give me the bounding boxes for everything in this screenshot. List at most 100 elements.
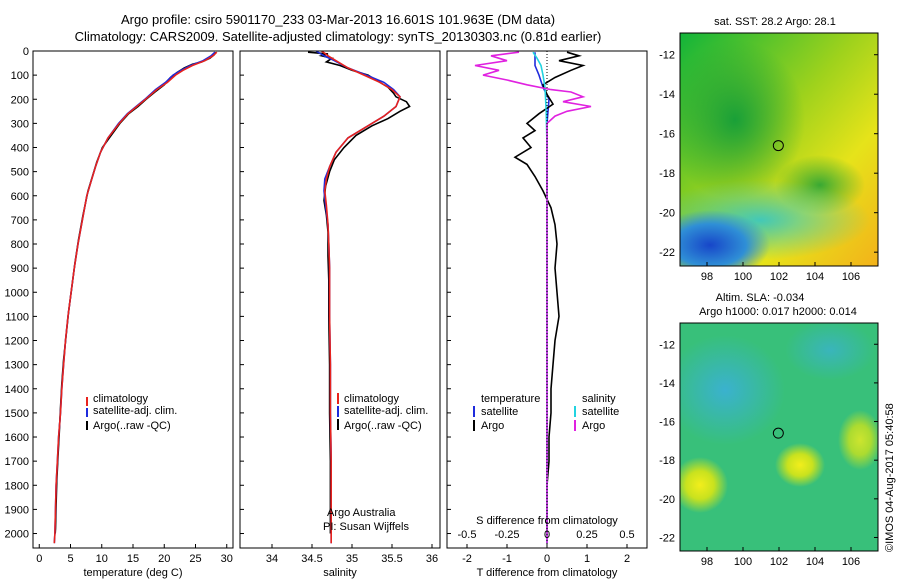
legend-satellite-label: satellite-adj. clim. — [344, 405, 428, 417]
sla-map-title-line1: Altim. SLA: -0.034 — [716, 292, 805, 304]
series-line-climatology — [53, 51, 218, 544]
sst-map-panel: sat. SST: 28.2 Argo: 28.1 98 100 102 104 106… — [659, 16, 879, 283]
map-x-tick-label: 104 — [806, 556, 824, 568]
map-y-tick-label: -14 — [659, 89, 675, 101]
difference-legend: temperature satellite Argo salinity sate… — [473, 393, 619, 432]
depth-axis: 0 100 200 300 400 500 600 700 800 900 1000 1100 1200… — [5, 46, 451, 541]
depth-tick-label: 700 — [11, 215, 29, 227]
imos-timestamp: ©IMOS 04-Aug-2017 05:40:58 — [884, 403, 896, 552]
x-tick-label: -1 — [502, 553, 512, 565]
map-x-tick-label: 106 — [842, 271, 860, 283]
legend-temperature-title: temperature — [481, 393, 540, 405]
legend-argo-label: Argo(..raw -QC) — [344, 420, 422, 432]
legend-climatology-label: climatology — [93, 393, 149, 405]
s-diff-tick-label: 0.5 — [619, 529, 634, 541]
difference-xlabel: T difference from climatology — [477, 567, 618, 579]
sst-map-title: sat. SST: 28.2 Argo: 28.1 — [714, 16, 836, 28]
x-tick-label: 30 — [221, 553, 233, 565]
legend-t-argo-label: Argo — [481, 420, 504, 432]
map-y-tick-label: -18 — [659, 455, 675, 467]
series-line-climatology — [321, 50, 401, 544]
legend-climatology-label: climatology — [344, 393, 400, 405]
depth-tick-label: 300 — [11, 118, 29, 130]
series-line-s-satellite — [532, 51, 548, 544]
series-line-t-argo — [513, 51, 586, 534]
s-diff-tick-label: 0.25 — [576, 529, 597, 541]
depth-tick-label: 1700 — [5, 456, 29, 468]
argo-location-marker — [772, 427, 784, 439]
sla-yellow-region — [775, 443, 825, 487]
s-diff-tick-label: -0.5 — [458, 529, 477, 541]
depth-tick-label: 400 — [11, 143, 29, 155]
depth-tick-label: 100 — [11, 70, 29, 82]
depth-tick-label: 1400 — [5, 384, 29, 396]
s-difference-label: S difference from climatology — [476, 515, 618, 527]
map-y-tick-label: -22 — [659, 247, 675, 259]
sla-cyan-region — [785, 323, 875, 380]
series-line-argo-raw-qc- — [54, 51, 217, 534]
depth-tick-label: 0 — [23, 46, 29, 58]
x-tick-label: 35 — [346, 553, 358, 565]
series-line-s-argo — [474, 51, 592, 544]
x-tick-label: 34 — [266, 553, 278, 565]
depth-tick-label: 1200 — [5, 336, 29, 348]
x-tick-label: 10 — [96, 553, 108, 565]
temperature-panel: 0 5 10 15 20 25 30 temperature (deg C) climato… — [32, 50, 234, 579]
sla-cyan-region — [680, 335, 785, 445]
map-x-tick-label: 102 — [770, 556, 788, 568]
legend-satellite-label: satellite-adj. clim. — [93, 405, 177, 417]
depth-tick-label: 800 — [11, 239, 29, 251]
x-tick-label: 5 — [67, 553, 73, 565]
difference-panel: -2 -1 0 1 2 -0.5 -0.25 0 0.25 0.5 T difference fr… — [446, 50, 648, 579]
map-y-tick-label: -20 — [659, 494, 675, 506]
s-diff-tick-label: -0.25 — [494, 529, 519, 541]
depth-tick-label: 1600 — [5, 432, 29, 444]
depth-tick-label: 1000 — [5, 287, 29, 299]
argo-location-marker — [772, 140, 784, 152]
map-x-tick-label: 106 — [842, 556, 860, 568]
depth-tick-label: 1500 — [5, 408, 29, 420]
map-x-tick-label: 98 — [701, 556, 713, 568]
x-tick-label: 35.5 — [381, 553, 402, 565]
depth-tick-label: 1100 — [5, 311, 29, 323]
series-line-satellite-adj-clim- — [53, 51, 216, 544]
principal-investigator-label: PI: Susan Wijffels — [323, 521, 409, 533]
x-tick-label: 15 — [127, 553, 139, 565]
sla-yellow-region — [680, 457, 728, 513]
x-tick-label: 0 — [544, 553, 550, 565]
depth-tick-label: 600 — [11, 191, 29, 203]
x-tick-label: 34.5 — [301, 553, 322, 565]
depth-tick-label: 500 — [11, 167, 29, 179]
sla-map-title-line2: Argo h1000: 0.017 h2000: 0.014 — [699, 306, 857, 318]
map-y-tick-label: -16 — [659, 417, 675, 429]
temperature-legend: climatology satellite-adj. clim. Argo(..… — [86, 393, 177, 432]
salinity-xlabel: salinity — [323, 567, 357, 579]
x-tick-label: 36 — [426, 553, 438, 565]
map-x-tick-label: 98 — [701, 271, 713, 283]
map-x-tick-label: 104 — [806, 271, 824, 283]
legend-s-argo-label: Argo — [582, 420, 605, 432]
x-tick-label: 20 — [158, 553, 170, 565]
map-y-tick-label: -14 — [659, 378, 675, 390]
map-y-tick-label: -16 — [659, 129, 675, 141]
legend-s-satellite-label: satellite — [582, 406, 619, 418]
argo-australia-label: Argo Australia — [327, 507, 396, 519]
depth-tick-label: 900 — [11, 263, 29, 275]
map-y-tick-label: -22 — [659, 532, 675, 544]
depth-tick-label: 1300 — [5, 360, 29, 372]
figure-title-line1: Argo profile: csiro 5901170_233 03-Mar-2… — [121, 12, 555, 27]
x-tick-label: 1 — [584, 553, 590, 565]
temperature-xlabel: temperature (deg C) — [83, 567, 182, 579]
map-y-tick-label: -18 — [659, 168, 675, 180]
x-tick-label: -2 — [462, 553, 472, 565]
s-diff-tick-label: 0 — [544, 529, 550, 541]
legend-argo-label: Argo(..raw -QC) — [93, 420, 171, 432]
figure-title-line2: Climatology: CARS2009. Satellite-adjuste… — [75, 29, 602, 44]
x-tick-label: 25 — [189, 553, 201, 565]
x-tick-label: 2 — [624, 553, 630, 565]
salinity-panel: 34 34.5 35 35.5 36 salinity climatology sate… — [239, 50, 441, 579]
x-tick-label: 0 — [36, 553, 42, 565]
map-y-tick-label: -12 — [659, 50, 675, 62]
map-y-tick-label: -12 — [659, 339, 675, 351]
